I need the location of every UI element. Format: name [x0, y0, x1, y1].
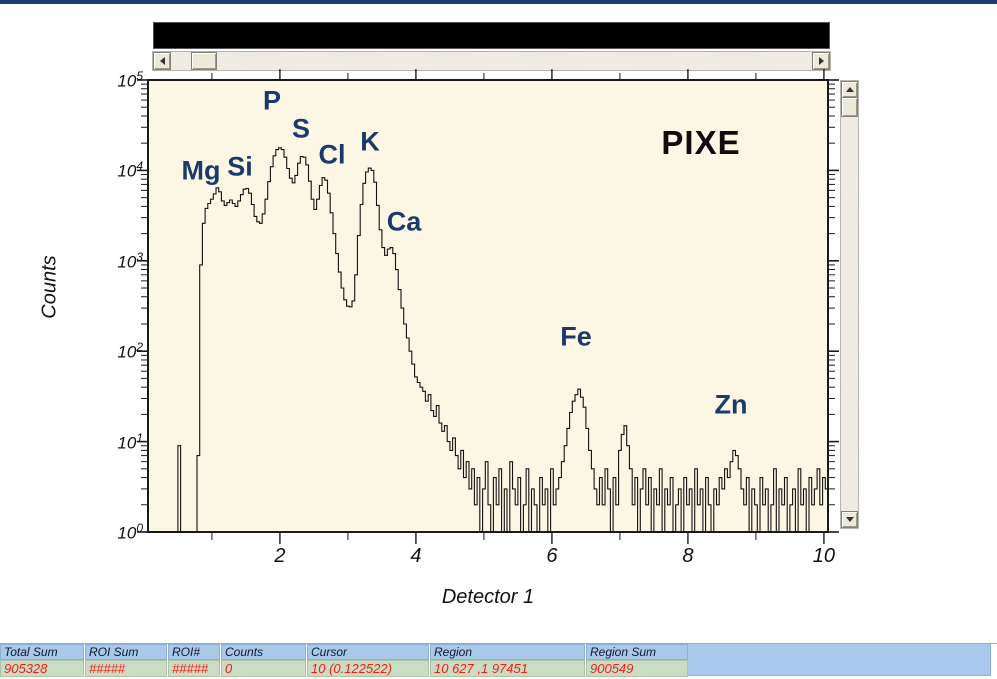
top-display-bar [153, 22, 830, 49]
arrow-left-icon [159, 57, 165, 65]
status-table: Total Sum ROI Sum ROI# Counts Cursor Reg… [0, 643, 997, 677]
peak-label-si: Si [227, 151, 253, 182]
status-value-region-sum: 900549 [586, 660, 688, 677]
peak-label-k: K [360, 126, 380, 157]
status-header-roi-sum: ROI Sum [85, 644, 167, 660]
peak-label-ca: Ca [386, 206, 422, 237]
status-value-row: 905328 ##### ##### 0 10 (0.122522) 10 62… [0, 660, 997, 677]
y-tick-label-10e3: 103 [117, 249, 143, 272]
x-tick-label-6: 6 [546, 545, 558, 567]
status-header-total-sum: Total Sum [0, 644, 84, 660]
chart-title: PIXE [661, 124, 741, 161]
arrow-up-icon [845, 87, 854, 92]
window-top-border [0, 0, 997, 4]
y-axis-title: Counts [38, 255, 61, 319]
scroll-up-button[interactable] [841, 81, 858, 98]
x-tick-label-10: 10 [812, 545, 836, 567]
x-tick-label-8: 8 [682, 545, 694, 567]
peak-label-s: S [291, 113, 311, 144]
peak-label-fe: Fe [560, 321, 592, 352]
arrow-right-icon [818, 57, 824, 65]
scroll-down-button[interactable] [841, 511, 858, 528]
x-tick-label-2: 2 [274, 545, 286, 567]
status-value-cursor: 10 (0.122522) [307, 660, 429, 677]
status-value-counts: 0 [221, 660, 306, 677]
status-header-region-sum: Region Sum [586, 644, 688, 660]
status-value-total-sum: 905328 [0, 660, 84, 677]
status-header-cursor: Cursor [307, 644, 429, 660]
peak-label-zn: Zn [714, 389, 748, 420]
status-header-region: Region [430, 644, 585, 660]
spectrum-trace [148, 147, 828, 533]
arrow-down-icon [845, 517, 854, 522]
x-tick-label-4: 4 [410, 545, 422, 567]
status-header-roi-num: ROI# [168, 644, 220, 660]
scroll-right-button[interactable] [812, 52, 830, 70]
status-table-filler [684, 643, 991, 676]
status-header-counts: Counts [221, 644, 306, 660]
horizontal-scroll-thumb[interactable] [191, 52, 217, 70]
y-tick-label-10e2: 102 [117, 340, 143, 362]
y-tick-label-10e1: 101 [117, 430, 143, 453]
scroll-left-button[interactable] [153, 52, 171, 70]
status-value-region: 10 627 ,1 97451 [430, 660, 585, 677]
plot-area[interactable] [147, 79, 829, 533]
x-axis-title: Detector 1 [441, 586, 535, 608]
peak-label-mg: Mg [181, 155, 221, 186]
status-header-row: Total Sum ROI Sum ROI# Counts Cursor Reg… [0, 644, 997, 660]
status-value-roi-num: ##### [168, 660, 220, 677]
y-tick-label-10e5: 105 [117, 69, 143, 91]
peak-label-p: P [262, 85, 282, 116]
vertical-scrollbar[interactable] [840, 80, 859, 529]
peak-label-cl: Cl [318, 139, 346, 170]
horizontal-scrollbar[interactable] [152, 51, 831, 71]
y-tick-label-10e0: 100 [117, 521, 143, 543]
status-value-roi-sum: ##### [85, 660, 167, 677]
vertical-scroll-thumb[interactable] [841, 97, 858, 117]
y-tick-label-10e4: 104 [117, 159, 143, 182]
